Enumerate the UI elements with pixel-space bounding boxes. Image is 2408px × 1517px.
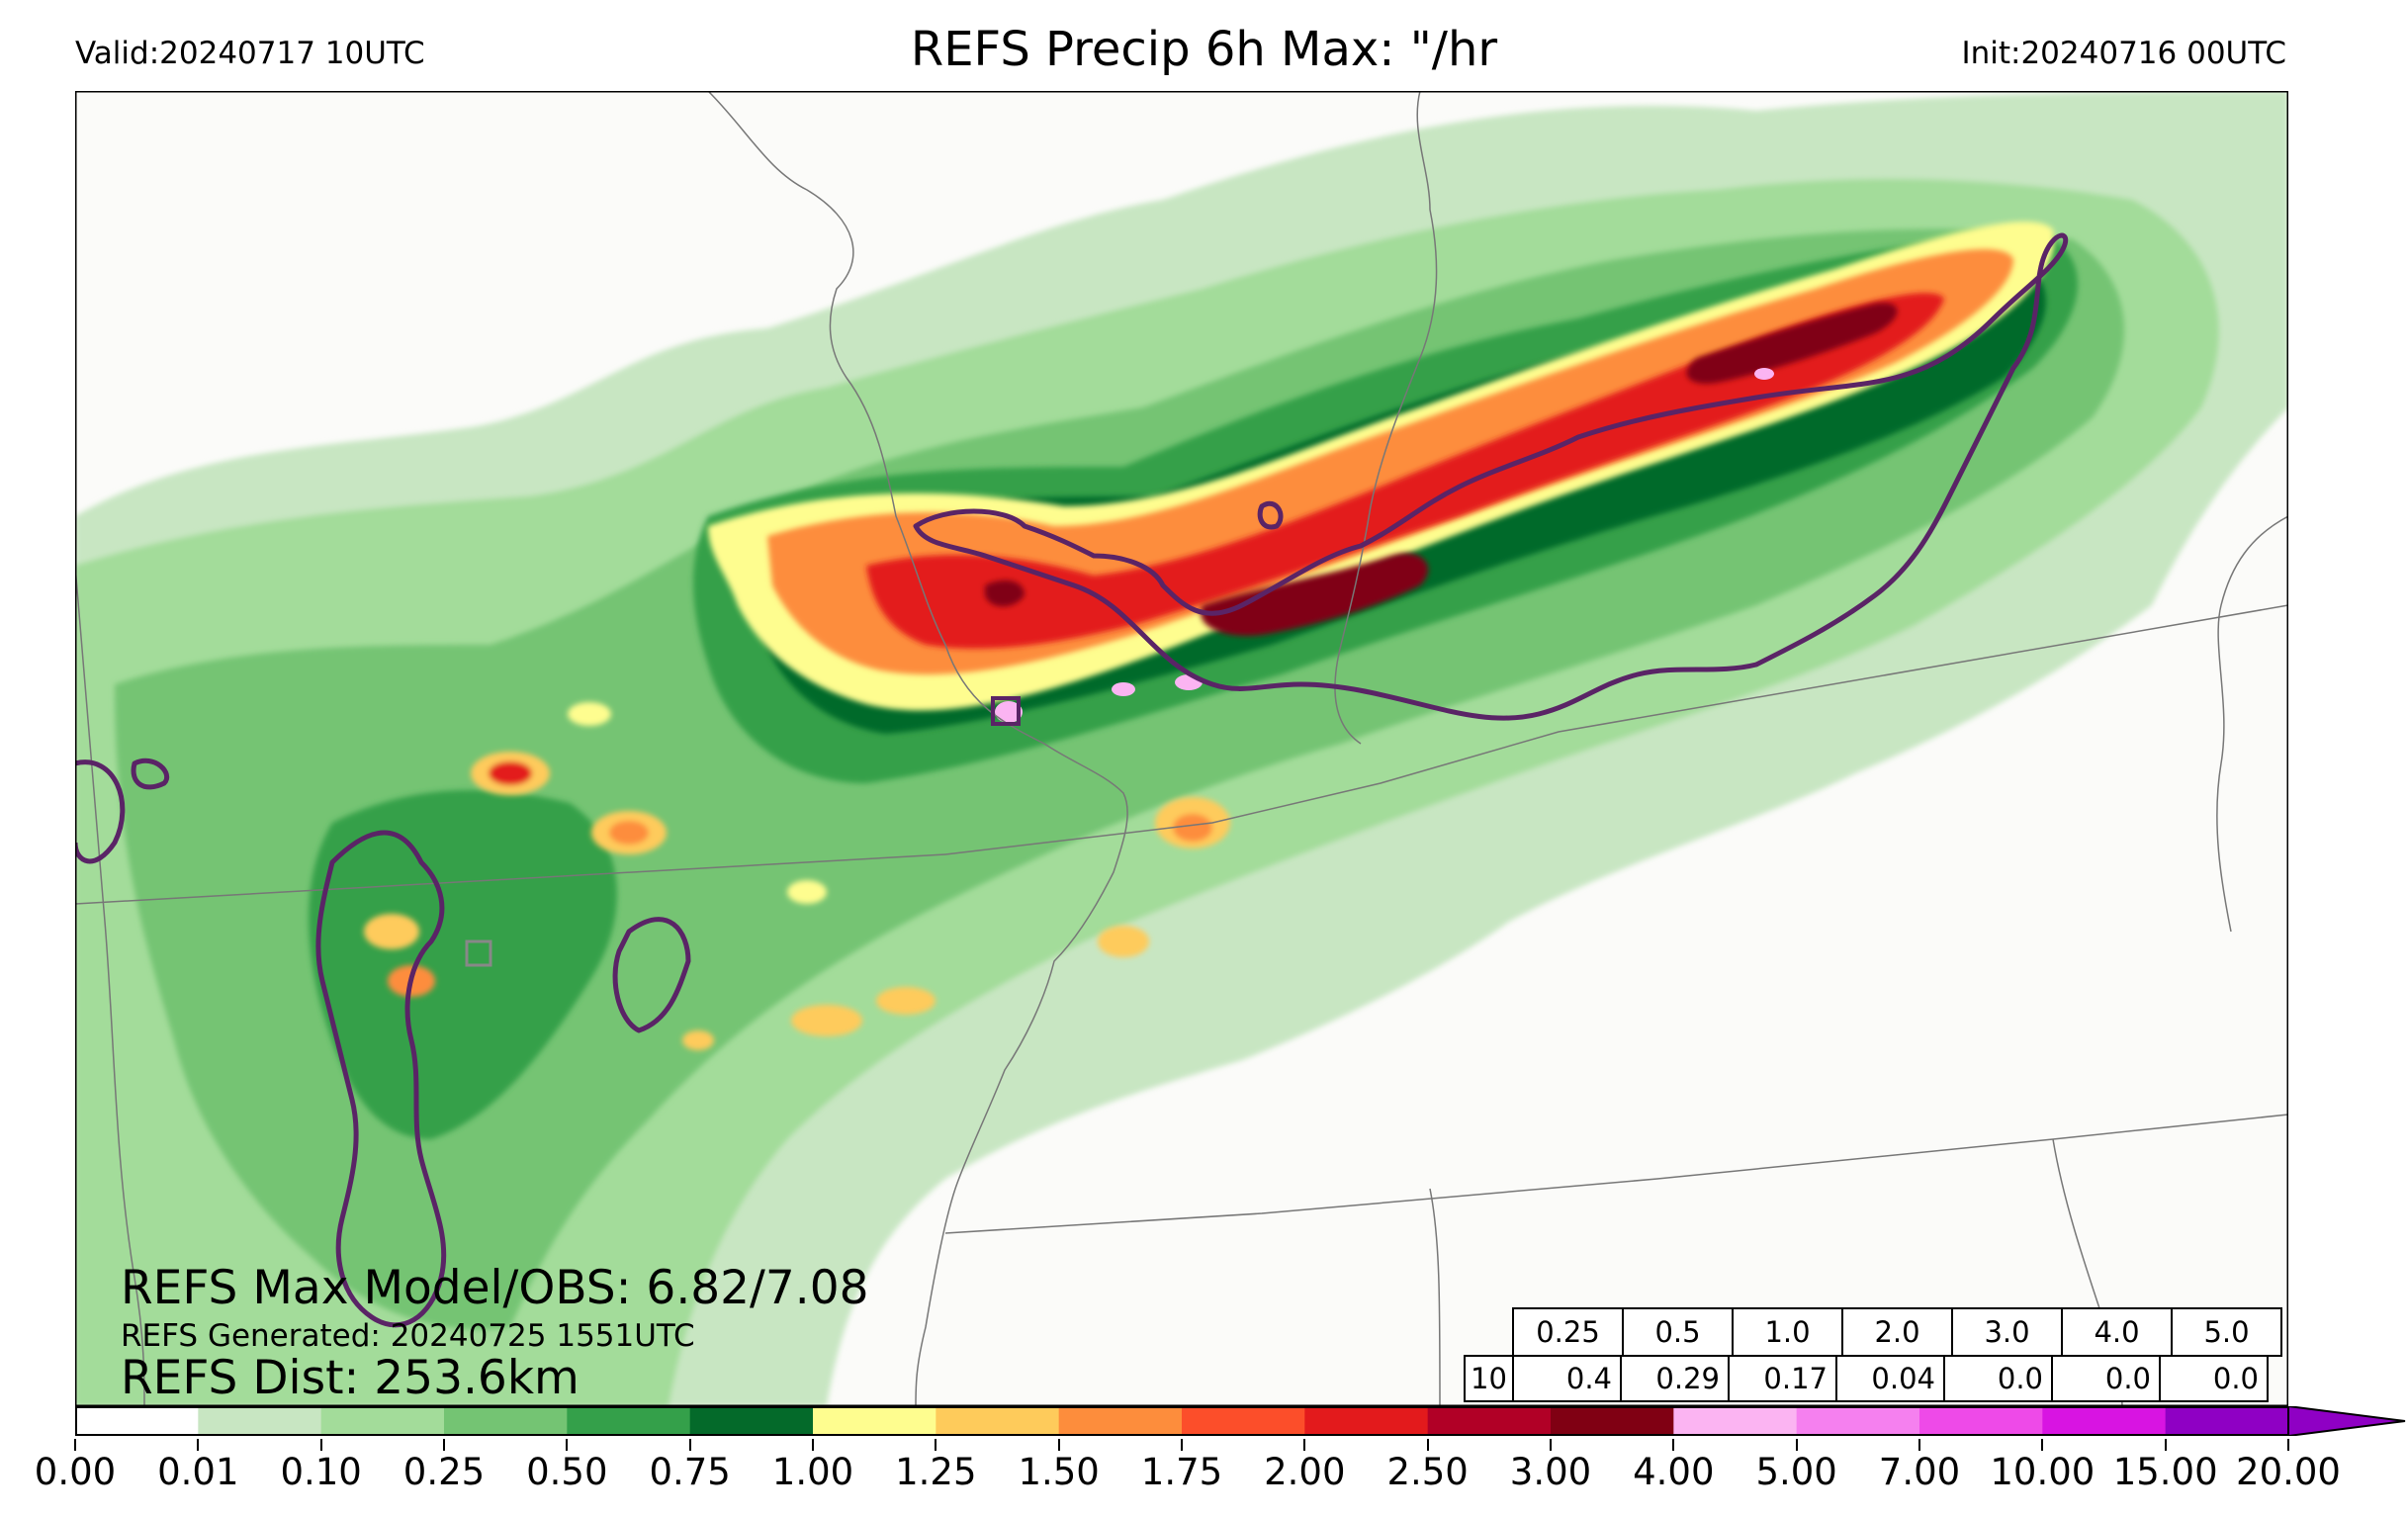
precip-map xyxy=(75,91,2288,1406)
obs-max-marker xyxy=(991,696,1021,726)
prob-threshold: 2.0 xyxy=(1841,1307,1953,1357)
colorbar-tick-label: 2.00 xyxy=(1264,1451,1346,1493)
colorbar xyxy=(75,1406,2406,1436)
colorbar-tick-mark xyxy=(319,1439,322,1451)
colorbar-tick-label: 0.75 xyxy=(649,1451,731,1493)
colorbar-segment xyxy=(444,1406,568,1436)
colorbar-segment xyxy=(1919,1406,2043,1436)
colorbar-segment xyxy=(689,1406,814,1436)
prob-value: 0.0 xyxy=(2159,1355,2269,1402)
prob-threshold: 4.0 xyxy=(2061,1307,2173,1357)
colorbar-tick-mark xyxy=(935,1439,937,1451)
colorbar-tick-label: 0.01 xyxy=(157,1451,239,1493)
colorbar-segment xyxy=(1796,1406,1920,1436)
prob-value: 0.04 xyxy=(1835,1355,1945,1402)
colorbar-tick-label: 0.00 xyxy=(34,1451,117,1493)
colorbar-segment xyxy=(2042,1406,2167,1436)
prob-threshold: 0.5 xyxy=(1622,1307,1734,1357)
colorbar-tick-mark xyxy=(1795,1439,1798,1451)
chart-title: REFS Precip 6h Max: "/hr xyxy=(910,22,1498,77)
colorbar-tick-label: 10.00 xyxy=(1990,1451,2096,1493)
precip-core-darkred xyxy=(985,303,1898,636)
colorbar-tick-label: 1.75 xyxy=(1140,1451,1223,1493)
colorbar-segment xyxy=(2165,1406,2289,1436)
prob-value: 0.0 xyxy=(1943,1355,2053,1402)
colorbar-segment xyxy=(936,1406,1060,1436)
colorbar-segment xyxy=(320,1406,445,1436)
colorbar-tick-label: 15.00 xyxy=(2112,1451,2218,1493)
colorbar-tick-label: 1.00 xyxy=(771,1451,854,1493)
colorbar-tick-mark xyxy=(2287,1439,2289,1451)
colorbar-segment xyxy=(1551,1406,1674,1436)
colorbar-tick-label: 20.00 xyxy=(2236,1451,2341,1493)
colorbar-tick-mark xyxy=(1918,1439,1920,1451)
distance-label: REFS Dist: 253.6km xyxy=(121,1351,580,1405)
colorbar-tick-mark xyxy=(1550,1439,1552,1451)
prob-value: 0.17 xyxy=(1728,1355,1837,1402)
colorbar-tick-mark xyxy=(1426,1439,1429,1451)
colorbar-segment xyxy=(75,1406,199,1436)
colorbar-segment xyxy=(813,1406,936,1436)
colorbar-tick-label: 1.25 xyxy=(895,1451,977,1493)
prob-threshold: 1.0 xyxy=(1732,1307,1843,1357)
colorbar-segment xyxy=(1673,1406,1798,1436)
prob-row-label: 10 xyxy=(1464,1355,1514,1402)
colorbar-tick-mark xyxy=(2164,1439,2167,1451)
precip-core-red xyxy=(866,293,1944,649)
prob-value-row: 10 0.4 0.29 0.17 0.04 0.0 0.0 0.0 xyxy=(1464,1355,2269,1402)
colorbar-tick-label: 3.00 xyxy=(1509,1451,1592,1493)
colorbar-outline xyxy=(75,1406,2289,1436)
colorbar-tick-label: 0.50 xyxy=(526,1451,608,1493)
colorbar-tick-mark xyxy=(443,1439,445,1451)
init-time-label: Init:20240716 00UTC xyxy=(1961,36,2286,71)
colorbar-tick-mark xyxy=(566,1439,569,1451)
prob-threshold: 3.0 xyxy=(1951,1307,2063,1357)
obs-contour xyxy=(75,232,2069,1328)
colorbar-tick-label: 2.50 xyxy=(1386,1451,1469,1493)
colorbar-segment xyxy=(1304,1406,1429,1436)
colorbar-tick-mark xyxy=(1057,1439,1060,1451)
prob-threshold-row: 0.25 0.5 1.0 2.0 3.0 4.0 5.0 xyxy=(1512,1307,2282,1357)
colorbar-segment xyxy=(567,1406,691,1436)
colorbar-tick-mark xyxy=(812,1439,814,1451)
generated-label: REFS Generated: 20240725 1551UTC xyxy=(121,1318,695,1354)
colorbar-tick-label: 4.00 xyxy=(1633,1451,1715,1493)
colorbar-tick-mark xyxy=(2041,1439,2044,1451)
prob-threshold: 0.25 xyxy=(1512,1307,1624,1357)
colorbar-tick-label: 7.00 xyxy=(1878,1451,1961,1493)
colorbar-segment xyxy=(1427,1406,1552,1436)
model-max-marker xyxy=(465,939,492,967)
colorbar-tick-mark xyxy=(1181,1439,1183,1451)
colorbar-segment xyxy=(1182,1406,1305,1436)
colorbar-tick-label: 1.50 xyxy=(1018,1451,1100,1493)
valid-time-label: Valid:20240717 10UTC xyxy=(75,36,425,71)
colorbar-tick-label: 5.00 xyxy=(1755,1451,1837,1493)
precip-core-orange xyxy=(767,249,2013,675)
colorbar-tick-label: 0.25 xyxy=(402,1451,486,1493)
colorbar-tick-mark xyxy=(197,1439,200,1451)
colorbar-segment xyxy=(1058,1406,1183,1436)
prob-value: 0.0 xyxy=(2051,1355,2161,1402)
colorbar-extend-arrow xyxy=(2287,1406,2406,1436)
prob-threshold: 5.0 xyxy=(2171,1307,2282,1357)
colorbar-tick-mark xyxy=(688,1439,691,1451)
colorbar-tick-mark xyxy=(1303,1439,1306,1451)
precip-cells-sw xyxy=(364,702,1230,1050)
colorbar-tick-mark xyxy=(1672,1439,1675,1451)
colorbar-ticks: 0.00 0.01 0.10 0.25 0.50 0.75 1.00 1.25 1.50 1.75… xyxy=(0,1439,2408,1508)
colorbar-tick-label: 0.10 xyxy=(280,1451,362,1493)
prob-value: 0.29 xyxy=(1620,1355,1730,1402)
colorbar-segment xyxy=(198,1406,322,1436)
prob-value: 0.4 xyxy=(1512,1355,1622,1402)
colorbar-tick-mark xyxy=(74,1439,76,1451)
max-model-obs-label: REFS Max Model/OBS: 6.82/7.08 xyxy=(121,1261,869,1315)
